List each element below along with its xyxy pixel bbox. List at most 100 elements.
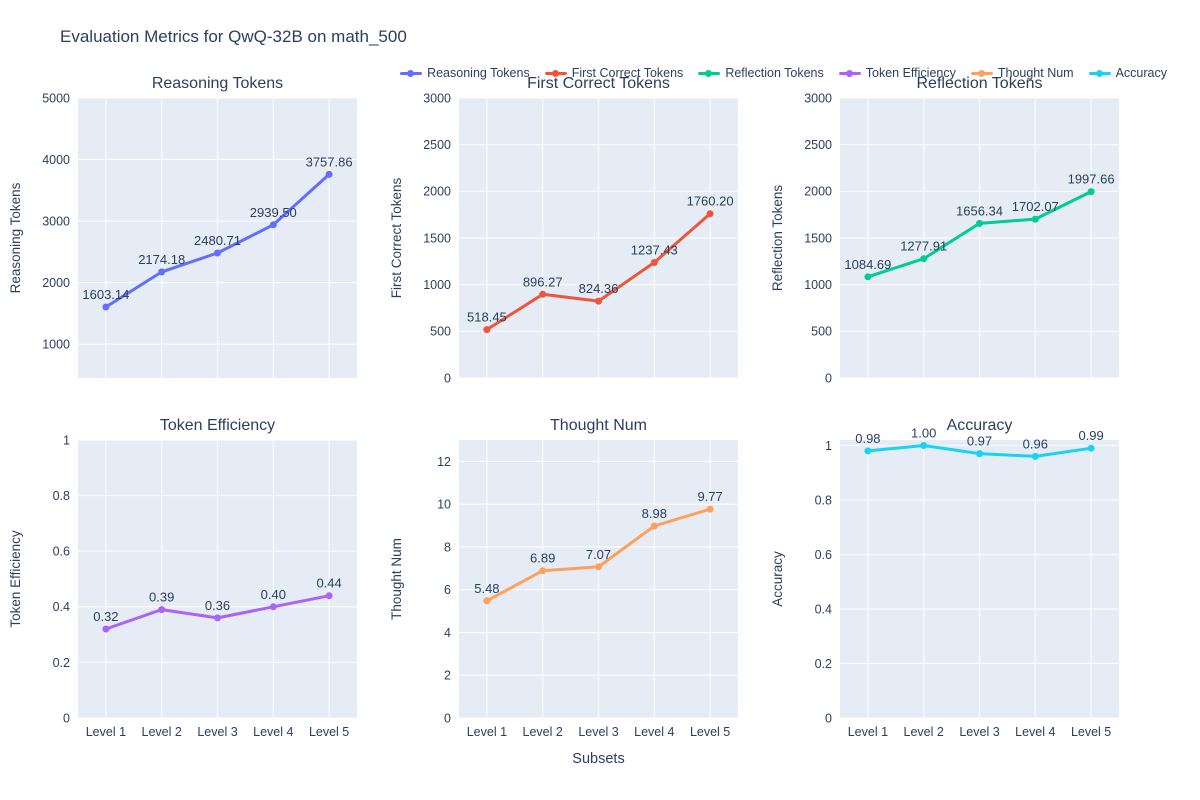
- legend-label: Token Efficiency: [865, 66, 956, 80]
- x-axis-title: Subsets: [572, 751, 625, 767]
- y-tick-label: 2500: [804, 138, 832, 152]
- y-tick-label: 0.4: [53, 600, 70, 614]
- subplot-canvas-accuracy: 0 0.2 0.4 0.6 0.8 1 Level 1 Level 2 Level 3 Level…: [770, 417, 1119, 739]
- legend-item-reflection-tokens[interactable]: Reflection Tokens: [698, 66, 824, 80]
- subplot-token-efficiency: 0 0.2 0.4 0.6 0.8 1 Level 1 Level 2 Level 3 Level…: [0, 398, 377, 764]
- subplot-canvas-thought-num: 0 2 4 6 8 10 12 Level 1 Level 2 Level 3 Level 4 Lev…: [389, 417, 738, 739]
- legend-label: Thought Num: [997, 66, 1074, 80]
- x-tick-label: Level 5: [1071, 725, 1111, 739]
- x-tick-label: Level 4: [634, 725, 674, 739]
- x-tick-label: Level 1: [848, 725, 888, 739]
- y-tick-label: 8: [444, 540, 451, 554]
- y-tick-label: 0: [825, 711, 832, 725]
- data-point-level-3[interactable]: [214, 249, 221, 257]
- data-point-level-4[interactable]: [650, 522, 658, 530]
- data-point-label: 1760.20: [687, 194, 734, 209]
- data-point-level-4[interactable]: [269, 603, 277, 611]
- data-point-label: 8.98: [642, 506, 667, 521]
- data-point-label: 518.45: [467, 310, 507, 325]
- x-tick-label: Level 5: [309, 725, 349, 739]
- data-point-label: 0.98: [855, 431, 880, 446]
- y-tick-label: 0: [444, 371, 451, 385]
- y-tick-label: 2500: [423, 138, 451, 152]
- legend-item-token-efficiency[interactable]: Token Efficiency: [838, 66, 956, 80]
- data-point-label: 9.77: [697, 489, 722, 504]
- data-point-level-1[interactable]: [102, 625, 110, 633]
- legend-label: Accuracy: [1115, 66, 1167, 80]
- data-point-label: 0.40: [261, 587, 286, 602]
- data-point-label: 824.36: [579, 281, 619, 296]
- data-point-label: 896.27: [523, 274, 563, 289]
- data-point-level-3[interactable]: [214, 614, 221, 622]
- data-point-level-4[interactable]: [269, 221, 277, 229]
- legend-label: Reasoning Tokens: [427, 66, 530, 80]
- data-point-level-5[interactable]: [1087, 188, 1095, 196]
- data-point-level-2[interactable]: [158, 268, 166, 276]
- data-point-level-1[interactable]: [483, 326, 491, 334]
- y-tick-label: 0: [63, 711, 70, 725]
- data-point-label: 0.97: [967, 434, 992, 449]
- data-point-level-1[interactable]: [864, 447, 872, 455]
- data-point-level-2[interactable]: [539, 290, 547, 298]
- legend-item-first-correct-tokens[interactable]: First Correct Tokens: [544, 66, 684, 80]
- y-tick-label: 1: [63, 433, 70, 447]
- legend-label: Reflection Tokens: [725, 66, 824, 80]
- data-point-label: 1702.07: [1012, 199, 1059, 214]
- data-point-level-2[interactable]: [920, 442, 928, 449]
- data-point-label: 0.39: [149, 590, 174, 605]
- legend-item-accuracy[interactable]: Accuracy: [1088, 66, 1167, 80]
- data-point-level-5[interactable]: [706, 505, 714, 513]
- data-point-label: 2939.50: [250, 205, 297, 220]
- x-tick-label: Level 2: [904, 725, 944, 739]
- legend-swatch-icon: [838, 69, 861, 78]
- y-tick-label: 0.6: [53, 545, 70, 559]
- x-tick-label: Level 5: [690, 725, 730, 739]
- subplot-canvas-reasoning-tokens: 1000 2000 3000 4000 5000 1603.14 2174.18 2480.7…: [8, 75, 357, 378]
- legend-item-reasoning-tokens[interactable]: Reasoning Tokens: [400, 66, 530, 80]
- legend-label: First Correct Tokens: [571, 66, 684, 80]
- x-tick-label: Level 4: [1015, 725, 1055, 739]
- data-point-label: 2174.18: [138, 252, 185, 267]
- legend-swatch-icon: [1088, 69, 1111, 78]
- legend: Reasoning Tokens First Correct Tokens Refl…: [400, 66, 1167, 80]
- data-point-level-5[interactable]: [1087, 444, 1095, 452]
- y-tick-label: 2000: [423, 185, 451, 199]
- data-point-level-5[interactable]: [325, 170, 333, 178]
- data-point-level-3[interactable]: [595, 563, 602, 571]
- legend-swatch-icon: [544, 69, 567, 78]
- subplot-thought-num: 0 2 4 6 8 10 12 Level 1 Level 2 Level 3 Level 4 Lev…: [381, 398, 758, 764]
- data-point-level-4[interactable]: [650, 259, 658, 266]
- x-tick-label: Level 1: [86, 725, 126, 739]
- y-tick-label: 3000: [423, 91, 451, 105]
- subplot-accuracy: 0 0.2 0.4 0.6 0.8 1 Level 1 Level 2 Level 3 Level…: [762, 398, 1139, 764]
- subplot-title: First Correct Tokens: [527, 75, 670, 92]
- legend-swatch-icon: [400, 69, 423, 78]
- y-axis-title: First Correct Tokens: [389, 177, 404, 298]
- data-point-level-2[interactable]: [920, 255, 928, 263]
- data-point-level-5[interactable]: [325, 592, 333, 600]
- data-point-label: 0.96: [1023, 436, 1048, 451]
- data-point-level-3[interactable]: [976, 219, 983, 227]
- data-point-level-5[interactable]: [706, 210, 714, 218]
- y-tick-label: 0.2: [815, 657, 832, 671]
- data-point-label: 0.99: [1078, 428, 1103, 443]
- y-tick-label: 0.8: [53, 489, 70, 503]
- data-point-level-1[interactable]: [864, 273, 872, 281]
- y-tick-label: 0.4: [815, 602, 832, 616]
- y-tick-label: 0: [825, 371, 832, 385]
- data-point-level-3[interactable]: [595, 297, 602, 305]
- data-point-level-4[interactable]: [1031, 215, 1039, 223]
- data-point-level-1[interactable]: [102, 303, 110, 311]
- data-point-level-1[interactable]: [483, 597, 491, 605]
- legend-swatch-icon: [970, 69, 993, 78]
- x-tick-label: Level 2: [142, 725, 182, 739]
- y-axis-title: Thought Num: [389, 538, 404, 620]
- data-point-level-3[interactable]: [976, 450, 983, 458]
- subplot-title: Accuracy: [947, 417, 1013, 434]
- y-tick-label: 2000: [804, 185, 832, 199]
- data-point-level-4[interactable]: [1031, 452, 1039, 460]
- data-point-level-2[interactable]: [539, 567, 547, 575]
- y-tick-label: 10: [437, 498, 451, 512]
- data-point-level-2[interactable]: [158, 606, 166, 614]
- legend-item-thought-num[interactable]: Thought Num: [970, 66, 1074, 80]
